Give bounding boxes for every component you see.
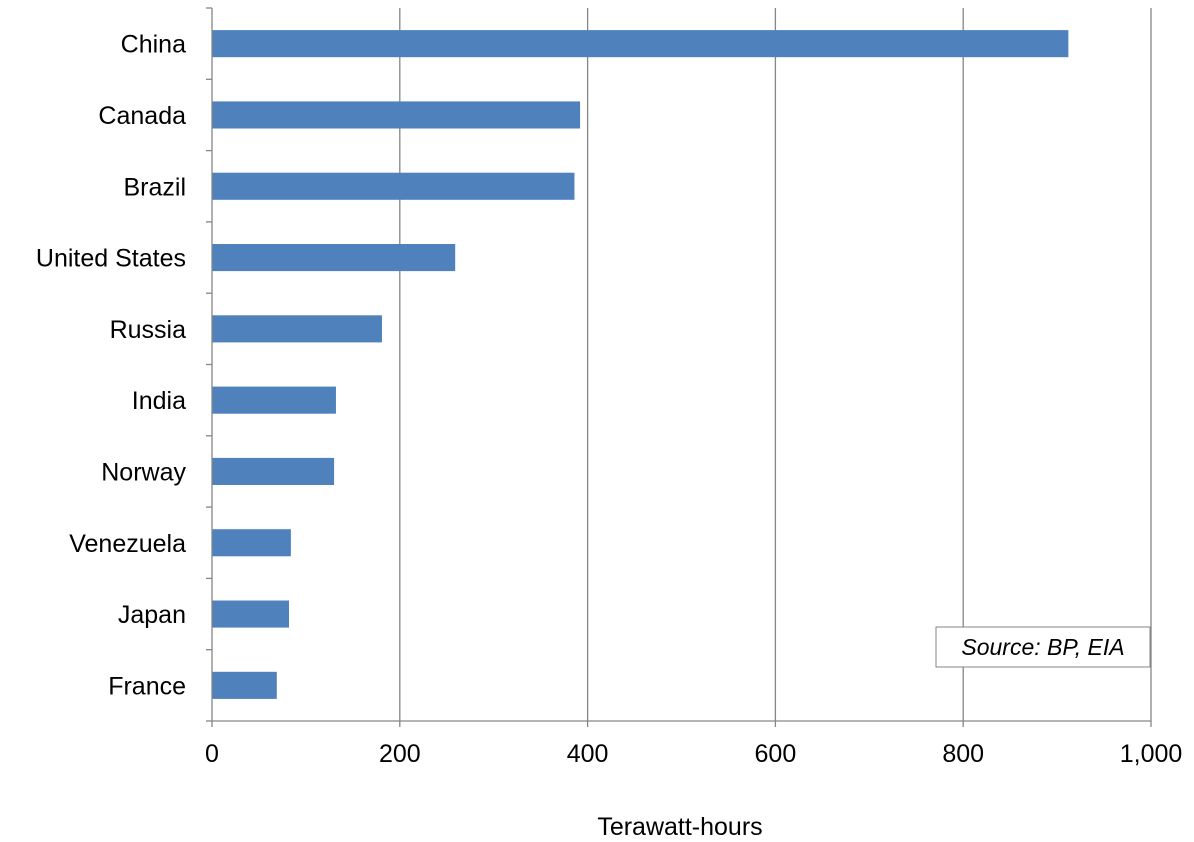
bar [212, 244, 456, 272]
bar [212, 315, 382, 343]
bar [212, 172, 575, 200]
x-tick-label: 1,000 [1120, 740, 1183, 768]
axes [206, 7, 1152, 727]
x-tick-label: 200 [379, 740, 421, 768]
x-tick-label: 0 [205, 740, 219, 768]
bar [212, 529, 291, 557]
bar [212, 386, 336, 414]
category-label: Russia [110, 316, 187, 344]
bar [212, 457, 335, 485]
source-box [935, 626, 1151, 668]
bar [212, 101, 581, 129]
x-tick-label: 800 [942, 740, 984, 768]
category-label: Norway [101, 458, 186, 486]
category-label: France [108, 672, 186, 700]
category-label: China [121, 31, 186, 59]
bar [212, 30, 1069, 58]
gridlines [399, 8, 1152, 721]
category-label: Venezuela [69, 530, 186, 558]
x-axis-title: Terawatt-hours [597, 813, 762, 841]
bar [212, 671, 277, 699]
labels: 0 200 400 600 800 1,000 China Canada Brazil Unite… [36, 31, 1182, 768]
source-annotation: Source: BP, EIA [935, 626, 1151, 668]
category-label: Brazil [123, 173, 186, 201]
category-label: Japan [118, 601, 186, 629]
category-label: India [132, 387, 186, 415]
category-label: United States [36, 245, 186, 273]
category-label: Canada [98, 102, 186, 130]
x-tick-label: 400 [567, 740, 609, 768]
bar [212, 600, 289, 628]
bars [212, 30, 1069, 699]
source-text: Source: BP, EIA [961, 634, 1124, 660]
x-tick-label: 600 [755, 740, 797, 768]
